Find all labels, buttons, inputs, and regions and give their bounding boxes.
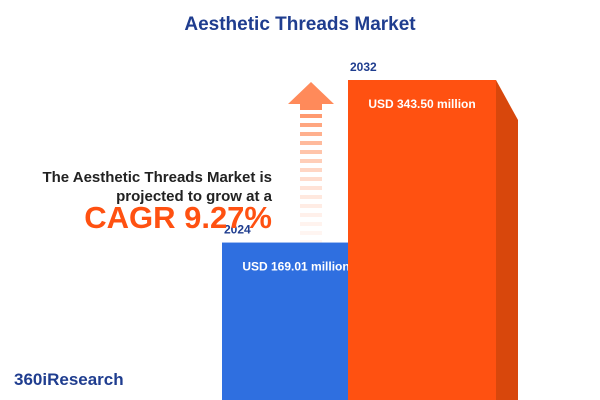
value-label: USD 343.50 million	[368, 97, 475, 111]
subtitle: The Aesthetic Threads Market is projecte…	[42, 169, 272, 205]
bar	[348, 80, 496, 400]
bar	[222, 242, 370, 400]
category-label: 2032	[350, 60, 377, 74]
chart-title: Aesthetic Threads Market	[184, 14, 416, 35]
growth-arrow	[288, 82, 334, 244]
value-label: USD 169.01 million	[242, 260, 349, 274]
brand-logo: 360iResearch	[14, 370, 124, 389]
category-label: 2024	[224, 223, 251, 237]
bar-side	[496, 80, 518, 400]
cagr-annotation: CAGR 9.27%	[84, 200, 272, 235]
